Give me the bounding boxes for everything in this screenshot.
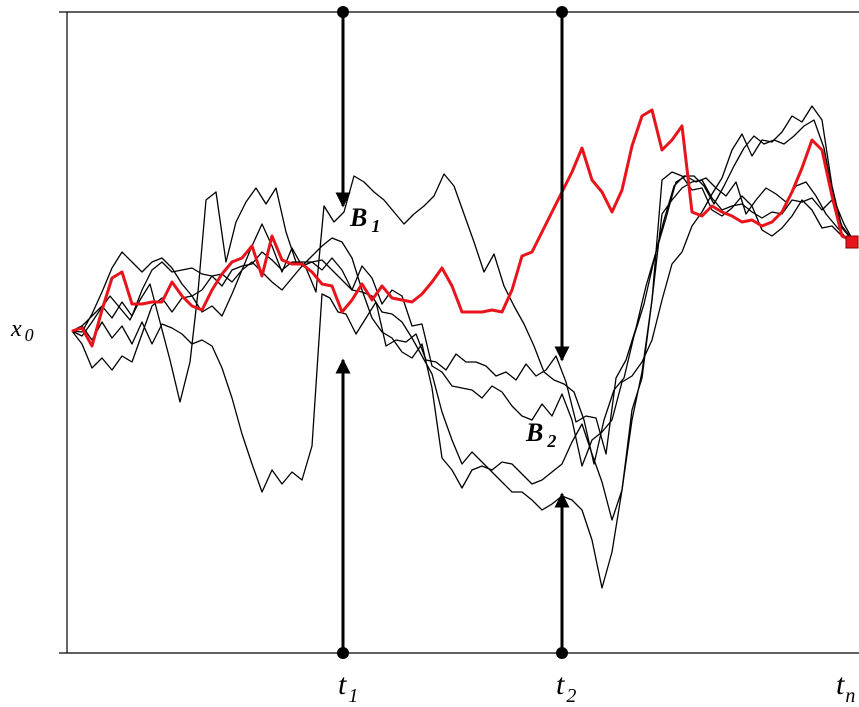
endpoint-marker bbox=[845, 235, 859, 249]
sample-path-4 bbox=[71, 179, 855, 521]
highlight-path bbox=[71, 108, 855, 348]
sample-path-5 bbox=[71, 171, 855, 589]
barrier-t2-top-dot bbox=[556, 6, 568, 18]
sample-path-1 bbox=[71, 119, 855, 465]
label-tn: tn bbox=[836, 668, 856, 707]
barrier-t1-top-dot bbox=[337, 6, 349, 18]
sample-path-3 bbox=[71, 105, 855, 467]
barrier-t2-bottom-dot bbox=[556, 647, 568, 659]
barrier-t1-bottom-dot bbox=[337, 647, 349, 659]
sample-paths bbox=[71, 105, 855, 589]
plot-frame bbox=[59, 11, 859, 654]
barrier-t1 bbox=[335, 6, 351, 659]
sample-path-2 bbox=[71, 175, 855, 493]
barrier-t2 bbox=[554, 6, 570, 659]
